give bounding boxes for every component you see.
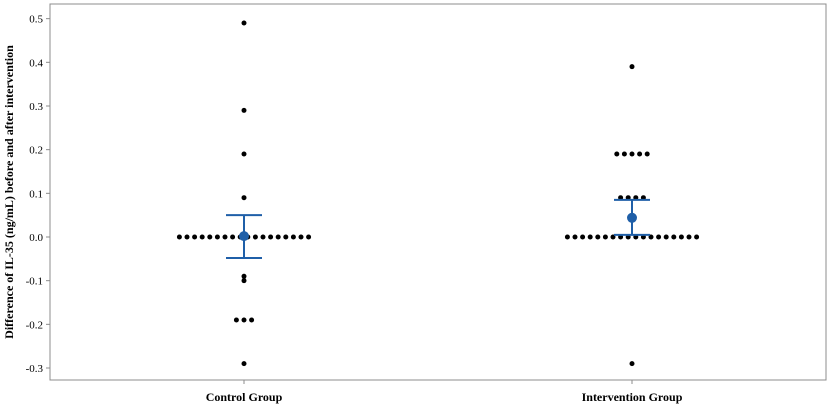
data-point <box>694 234 700 240</box>
mean-marker <box>627 212 637 223</box>
y-tick-label: 0.4 <box>29 57 43 69</box>
data-point <box>298 234 304 240</box>
data-point <box>629 64 635 70</box>
data-point <box>686 234 692 240</box>
data-point <box>214 234 220 240</box>
data-point <box>637 151 643 157</box>
data-point <box>241 317 247 323</box>
data-point <box>629 361 635 367</box>
plot-frame <box>49 3 827 381</box>
chart-marks <box>176 20 700 367</box>
data-point <box>678 234 684 240</box>
data-point <box>580 234 586 240</box>
data-point <box>587 234 593 240</box>
group-intervention <box>564 64 700 367</box>
data-point <box>241 278 247 284</box>
mean-marker <box>239 231 249 242</box>
data-point <box>230 234 236 240</box>
data-point <box>222 234 228 240</box>
data-point <box>602 234 608 240</box>
data-point <box>260 234 266 240</box>
y-tick-label: 0.0 <box>29 232 43 244</box>
data-point <box>249 317 255 323</box>
data-point <box>663 234 669 240</box>
y-tick-label: 0.2 <box>29 145 43 157</box>
data-point <box>241 20 247 26</box>
y-tick-label: 0.5 <box>29 14 43 26</box>
y-axis-label: Difference of IL-35 (ng/mL) before and a… <box>2 45 16 339</box>
data-point <box>176 234 182 240</box>
data-point <box>192 234 198 240</box>
data-point <box>241 273 247 279</box>
data-point <box>564 234 570 240</box>
x-tick-label: Control Group <box>206 390 283 404</box>
data-point <box>306 234 312 240</box>
data-point <box>199 234 205 240</box>
data-point <box>614 151 620 157</box>
y-tick-label: 0.1 <box>29 188 43 200</box>
y-axis: -0.3 -0.2 -0.1 0.0 0.1 0.2 0.3 0.4 0.5 <box>26 14 50 375</box>
y-tick-label: 0.3 <box>29 101 43 113</box>
data-point <box>241 107 247 113</box>
data-point <box>184 234 190 240</box>
data-point <box>290 234 296 240</box>
data-point <box>241 151 247 157</box>
y-tick-label: -0.1 <box>26 276 43 288</box>
data-point <box>656 234 662 240</box>
data-point <box>252 234 258 240</box>
y-tick-label: -0.2 <box>26 319 43 331</box>
data-point <box>283 234 289 240</box>
y-tick-label: -0.3 <box>26 363 44 375</box>
data-point <box>241 195 247 201</box>
data-point <box>268 234 274 240</box>
data-point <box>595 234 601 240</box>
x-tick-label: Intervention Group <box>582 390 683 404</box>
data-point <box>621 151 627 157</box>
data-point <box>207 234 213 240</box>
data-point <box>629 151 635 157</box>
x-axis: Control Group Intervention Group <box>206 380 683 404</box>
group-control <box>176 20 312 367</box>
data-point <box>233 317 239 323</box>
data-point <box>572 234 578 240</box>
data-point <box>275 234 281 240</box>
data-point <box>671 234 677 240</box>
data-point <box>644 151 650 157</box>
data-point <box>241 361 247 367</box>
